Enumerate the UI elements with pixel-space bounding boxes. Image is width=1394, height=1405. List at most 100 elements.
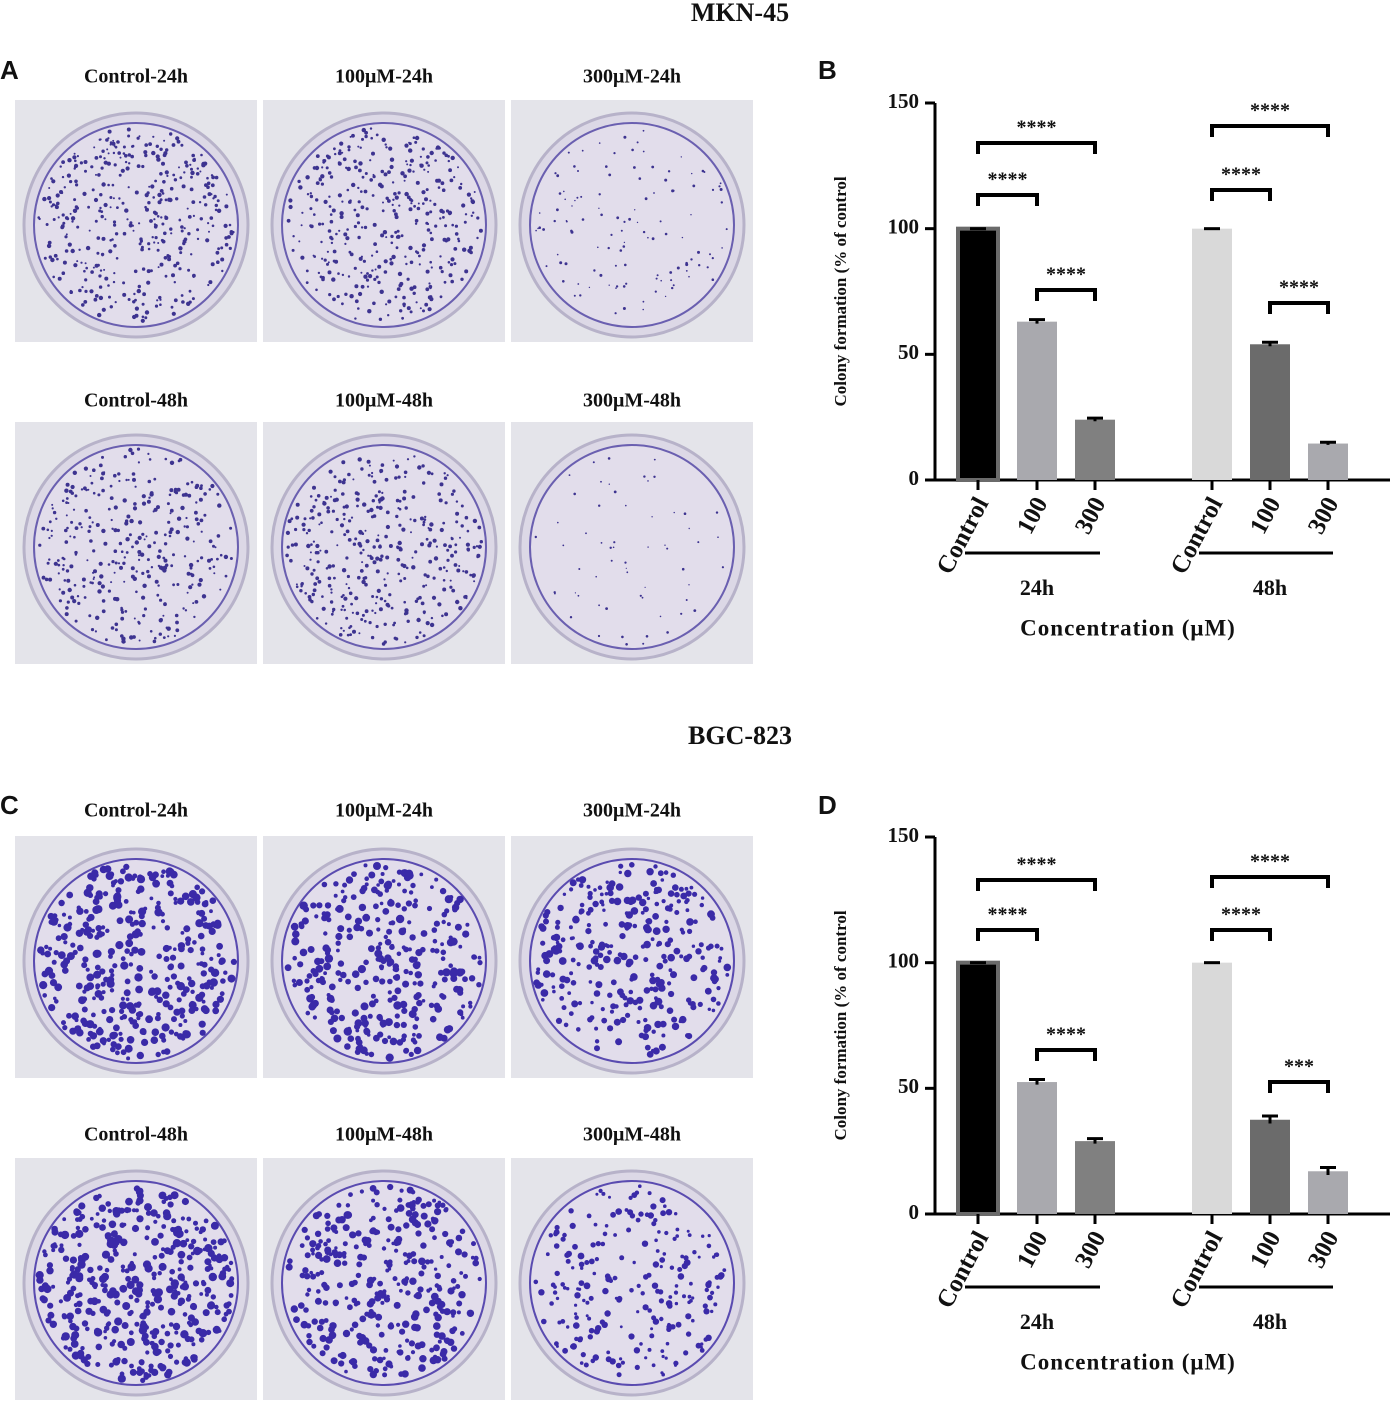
colony: [199, 1029, 206, 1036]
colony: [136, 1369, 144, 1376]
colony: [437, 1339, 442, 1344]
colony: [201, 594, 207, 599]
colony: [651, 1029, 656, 1034]
colony: [613, 152, 616, 155]
colony: [107, 1256, 115, 1263]
colony: [95, 1212, 100, 1216]
colony: [320, 182, 324, 186]
colony: [675, 1321, 682, 1328]
colony: [154, 236, 158, 240]
colony: [56, 257, 59, 261]
colony: [613, 1233, 617, 1237]
colony: [376, 883, 380, 887]
colony: [163, 956, 170, 962]
colony: [663, 1204, 667, 1208]
colony: [572, 915, 579, 922]
colony: [661, 1354, 665, 1359]
colony: [367, 554, 370, 557]
colony: [622, 285, 626, 288]
colony: [398, 1371, 404, 1377]
colony: [550, 972, 556, 978]
colony: [150, 184, 155, 189]
colony: [170, 1244, 176, 1250]
colony: [566, 1325, 570, 1329]
colony: [46, 1262, 54, 1269]
colony: [199, 170, 202, 173]
colony: [416, 206, 421, 211]
colony: [539, 982, 544, 987]
colony: [337, 1353, 342, 1358]
colony: [539, 924, 547, 932]
colony: [685, 898, 690, 903]
colony: [120, 996, 125, 1001]
colony: [462, 570, 465, 573]
colony: [88, 516, 92, 519]
colony: [323, 1284, 330, 1291]
colony: [665, 1300, 673, 1307]
significance-label: ****: [1017, 117, 1057, 139]
colony: [74, 494, 78, 498]
colony: [417, 980, 424, 987]
colony: [171, 1218, 177, 1224]
colony: [556, 253, 559, 256]
colony: [562, 1286, 567, 1290]
colony: [122, 231, 127, 236]
colony: [327, 261, 330, 264]
colony: [429, 522, 434, 527]
colony: [191, 1342, 196, 1347]
colony: [426, 228, 431, 232]
colony: [422, 309, 425, 313]
colony: [318, 958, 325, 965]
colony: [408, 148, 413, 153]
colony: [556, 174, 560, 178]
colony: [685, 1331, 692, 1337]
colony: [674, 910, 680, 915]
colony: [147, 574, 151, 579]
colony: [378, 607, 383, 612]
colony: [313, 582, 318, 586]
colony: [335, 517, 339, 522]
colony: [411, 565, 416, 570]
colony: [132, 314, 137, 320]
colony: [199, 1226, 206, 1233]
colony: [137, 620, 140, 624]
colony: [404, 641, 407, 644]
colony: [441, 188, 446, 192]
colony: [48, 972, 56, 979]
colony: [154, 636, 157, 640]
colony: [432, 1354, 438, 1360]
colony: [717, 536, 719, 538]
colony: [577, 283, 580, 285]
colony: [130, 566, 135, 571]
colony: [148, 988, 155, 996]
colony: [460, 1015, 465, 1020]
colony: [706, 1243, 712, 1249]
colony: [615, 287, 617, 289]
colony: [120, 1049, 127, 1056]
colony: [668, 990, 675, 998]
colony: [615, 883, 624, 891]
colony: [644, 925, 652, 934]
colony: [664, 295, 667, 298]
colony: [427, 164, 431, 167]
colony: [164, 198, 168, 202]
colony: [358, 529, 363, 535]
colony: [458, 565, 461, 567]
colony: [341, 492, 345, 496]
colony: [608, 284, 610, 286]
colony: [157, 1271, 162, 1276]
colony: [374, 268, 377, 271]
colony: [382, 908, 390, 915]
colony: [90, 628, 95, 632]
colony: [181, 300, 185, 304]
colony: [387, 978, 393, 985]
colony: [470, 199, 475, 204]
y-tick-label: 0: [909, 466, 920, 490]
colony: [218, 959, 225, 965]
colony: [655, 1249, 660, 1253]
colony: [402, 295, 406, 300]
colony: [196, 167, 199, 170]
colony: [62, 967, 69, 974]
colony: [216, 260, 220, 265]
colony: [51, 959, 57, 965]
